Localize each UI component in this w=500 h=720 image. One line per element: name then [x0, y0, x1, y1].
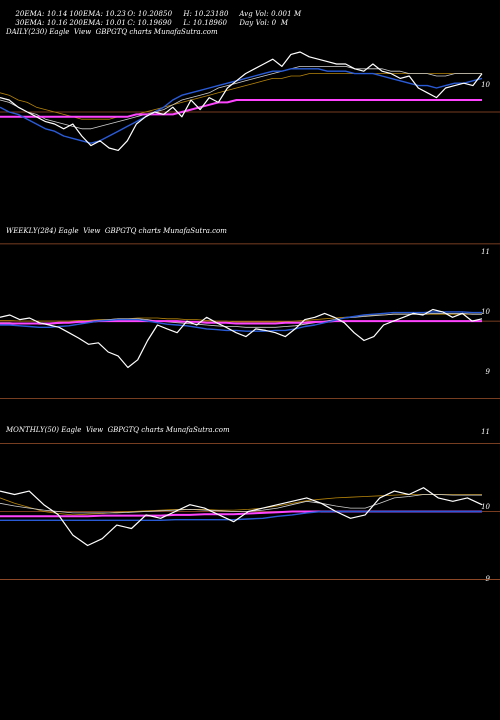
- series-ema_mid-2: [0, 494, 482, 514]
- monthly-panel-title: MONTHLY(50) Eagle View GBPGTQ charts Mun…: [6, 426, 230, 434]
- header-ema20: 20EMA: 10.14: [15, 10, 68, 18]
- series-price-2: [0, 487, 483, 547]
- daily-panel-title: DAILY(230) Eagle View GBPGTQ charts Muna…: [6, 28, 218, 36]
- series-ema_fast-1: [0, 311, 482, 332]
- header-row-2d: L: 10.18960: [174, 11, 227, 35]
- header-low: L: 10.18960: [183, 19, 228, 27]
- series-ema_slow-0: [0, 73, 482, 120]
- series-ema_fast-2: [0, 510, 482, 521]
- header-ema200: 200EMA: 10.01: [69, 19, 126, 27]
- header-row-1b: 100EMA: 10.23: [60, 2, 126, 26]
- header-row-1e: Avg Vol: 0.001 M: [230, 2, 301, 26]
- series-ema_mid-0: [0, 66, 482, 130]
- series-ema_long-2: [0, 510, 482, 518]
- weekly-panel-title: WEEKLY(284) Eagle View GBPGTQ charts Mun…: [6, 227, 227, 235]
- header-avg-vol: Avg Vol: 0.001 M: [239, 10, 302, 18]
- series-ema_long-0: [0, 99, 482, 118]
- series-ema_slow-2: [0, 494, 482, 516]
- header-row-1: 20EMA: 10.14: [6, 2, 67, 26]
- header-ema30: 30EMA: 10.16: [15, 19, 68, 27]
- weekly-ytick-10: 10: [481, 308, 490, 316]
- header-row-2c: C: 10.19690: [118, 11, 172, 35]
- series-ema_long-1: [0, 320, 482, 325]
- header-row-2: 30EMA: 10.16: [6, 11, 67, 35]
- weekly-ytick-9: 9: [485, 368, 490, 376]
- header-row-1d: H: 10.23180: [174, 2, 229, 26]
- header-row-2e: Day Vol: 0 M: [230, 11, 288, 35]
- header-close: C: 10.19690: [127, 19, 172, 27]
- header-day-vol: Day Vol: 0 M: [239, 19, 289, 27]
- monthly-ytick-11: 11: [481, 428, 490, 436]
- monthly-ytick-10: 10: [481, 503, 490, 511]
- monthly-ytick-9: 9: [485, 575, 490, 583]
- header-row-2b: 200EMA: 10.01: [60, 11, 126, 35]
- series-price-0: [0, 51, 483, 151]
- header-ema100: 100EMA: 10.23: [69, 10, 126, 18]
- header-high: H: 10.23180: [183, 10, 229, 18]
- weekly-ytick-11: 11: [481, 248, 490, 256]
- header-row-1c: O: 10.20850: [118, 2, 172, 26]
- header-open: O: 10.20850: [127, 10, 173, 18]
- series-ema_fast-0: [0, 68, 483, 144]
- daily-ytick-10: 10: [481, 81, 490, 89]
- series-price-1: [0, 308, 483, 369]
